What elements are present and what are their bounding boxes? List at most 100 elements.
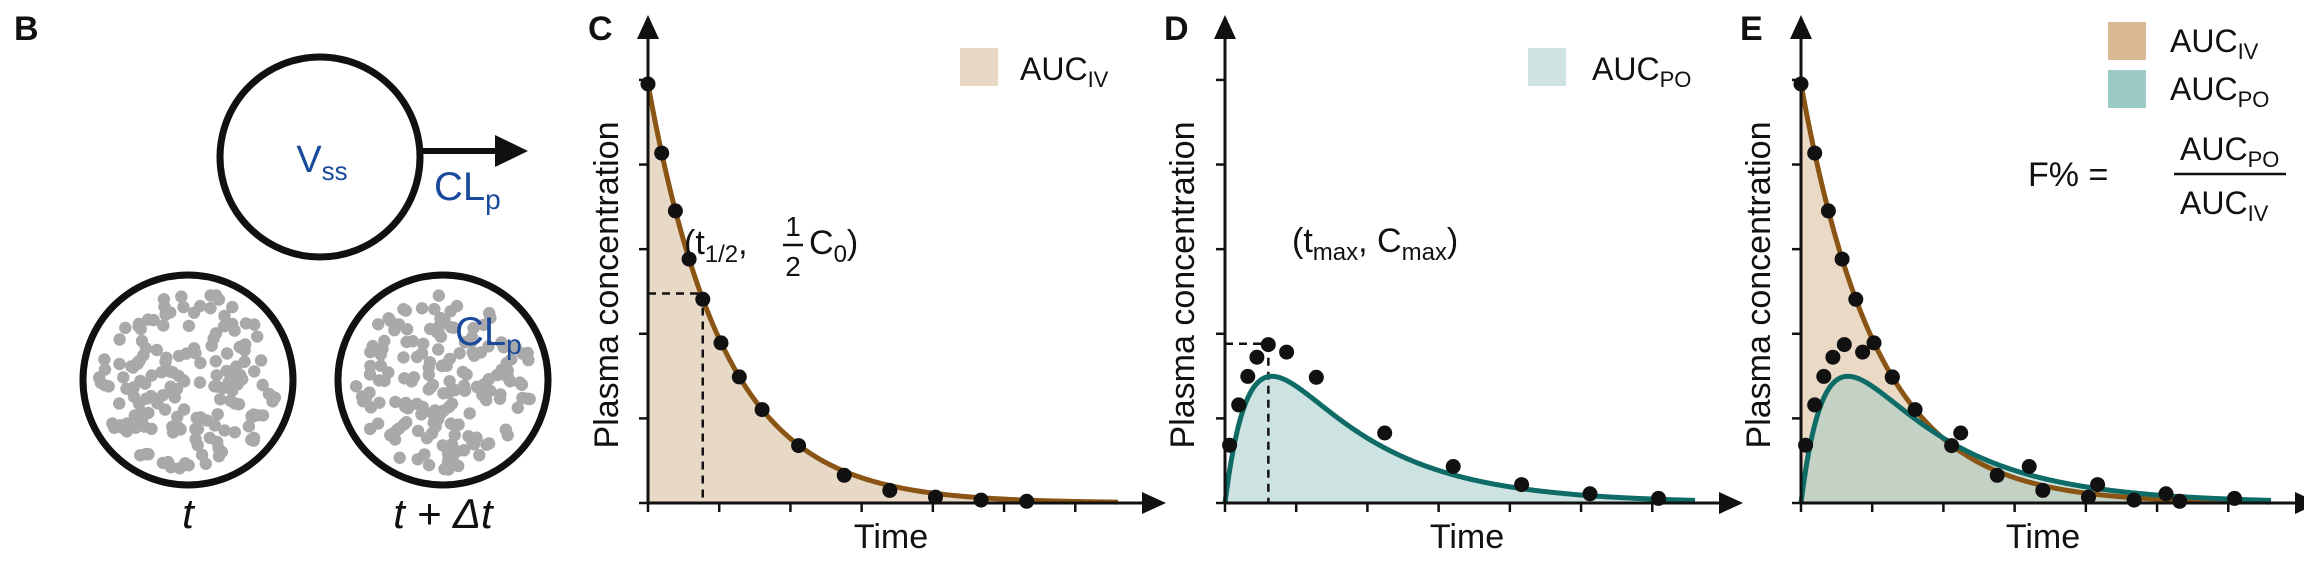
particle — [443, 375, 456, 388]
iv-point — [1019, 493, 1035, 509]
po-point — [1884, 369, 1900, 385]
particle — [108, 421, 121, 434]
particle — [498, 339, 511, 352]
po-point — [1377, 425, 1393, 441]
particle — [245, 409, 258, 423]
particle — [373, 396, 386, 409]
particle — [129, 421, 142, 434]
particle — [191, 438, 204, 452]
particle — [156, 456, 170, 470]
x-axis-arrowhead — [1142, 492, 1166, 514]
clearance-arrowhead — [495, 135, 528, 167]
particle — [482, 437, 496, 450]
xlabel-e: Time — [2006, 518, 2080, 556]
half-life-open: (t1/2, — [684, 224, 748, 268]
particle — [465, 335, 478, 349]
particle — [209, 355, 222, 368]
iv-point — [754, 402, 770, 418]
particle — [210, 369, 223, 382]
tmax-annotation: (tmax, Cmax) — [1292, 222, 1458, 266]
po-point — [1855, 344, 1871, 360]
half-fraction-num: 1 — [785, 211, 801, 242]
half-life-annotation: (t1/2, 1 2 C0) — [684, 211, 858, 282]
particle — [438, 462, 451, 476]
particle — [246, 432, 260, 446]
iv-point — [1989, 467, 2005, 483]
particle — [98, 363, 112, 376]
po-point — [1249, 349, 1265, 365]
formula-numerator: AUCPO — [2180, 131, 2279, 172]
particle — [501, 364, 514, 377]
panel-d: D Plasma concentration Time AUCPO (tmax,… — [1164, 10, 1743, 556]
ylabel-d: Plasma concentration — [1164, 122, 1202, 449]
xlabel-c: Time — [854, 518, 928, 556]
po-point — [1445, 459, 1461, 474]
particle — [228, 324, 241, 337]
particle — [251, 330, 264, 343]
panel-c: C Plasma concentration Time AUCIV (t1/2,… — [588, 10, 1166, 556]
ylabel-c: Plasma concentration — [588, 122, 626, 449]
particle — [470, 431, 483, 444]
particle — [415, 408, 428, 421]
particle — [157, 293, 171, 306]
particle — [256, 409, 270, 422]
particle — [248, 365, 261, 378]
tmax-guides — [1225, 342, 1270, 503]
snapshot-t-dt: CLp t + Δt — [334, 271, 552, 537]
particle — [218, 309, 231, 323]
particle — [150, 343, 163, 357]
po-point — [2090, 477, 2106, 493]
particle — [158, 403, 172, 416]
particle — [182, 459, 195, 472]
y-axis-arrowhead — [637, 15, 659, 39]
axes-d — [1214, 15, 1743, 514]
particle — [426, 378, 440, 392]
particle — [217, 320, 231, 333]
particle — [428, 302, 441, 316]
auc-iv-area — [648, 83, 1118, 503]
particle — [128, 409, 142, 422]
particle — [422, 458, 436, 472]
particle — [142, 406, 155, 420]
particle — [436, 439, 449, 452]
particle — [460, 368, 473, 381]
particle — [511, 401, 524, 414]
particle — [364, 359, 377, 373]
particle — [399, 304, 412, 317]
po-point — [1816, 368, 1832, 384]
particle — [211, 408, 224, 421]
formula-lhs: F% = — [2028, 156, 2108, 194]
po-point — [1308, 369, 1324, 385]
particle — [434, 330, 448, 343]
particle — [437, 404, 450, 417]
particle — [400, 335, 413, 349]
po-point — [1836, 337, 1852, 353]
particle — [194, 411, 207, 424]
legend-d-swatch — [1528, 48, 1566, 86]
x-axis-arrowhead — [1719, 492, 1743, 514]
clp-label: CLp — [434, 165, 501, 215]
particle — [160, 351, 173, 364]
particle — [239, 338, 252, 351]
particle — [473, 449, 486, 462]
po-point — [2158, 486, 2174, 502]
po-point — [2021, 459, 2037, 474]
snapshot-t-dt-caption: t + Δt — [393, 490, 495, 537]
formula-denominator: AUCIV — [2180, 185, 2269, 226]
x-axis-arrowhead — [2295, 492, 2304, 514]
particle — [482, 340, 495, 353]
particle — [468, 349, 481, 362]
po-curve — [1222, 373, 1696, 504]
particle — [426, 407, 439, 420]
iv-point — [882, 482, 898, 498]
iv-curve — [645, 83, 1119, 505]
particle — [171, 420, 185, 434]
particle — [349, 380, 363, 393]
particle — [147, 313, 160, 327]
particle — [467, 321, 480, 335]
auc-po-area-e — [1801, 376, 2271, 503]
particle — [177, 300, 190, 314]
particle — [224, 394, 237, 407]
y-axis-arrowhead — [1790, 15, 1812, 39]
ylabel-e: Plasma concentration — [1740, 122, 1778, 449]
